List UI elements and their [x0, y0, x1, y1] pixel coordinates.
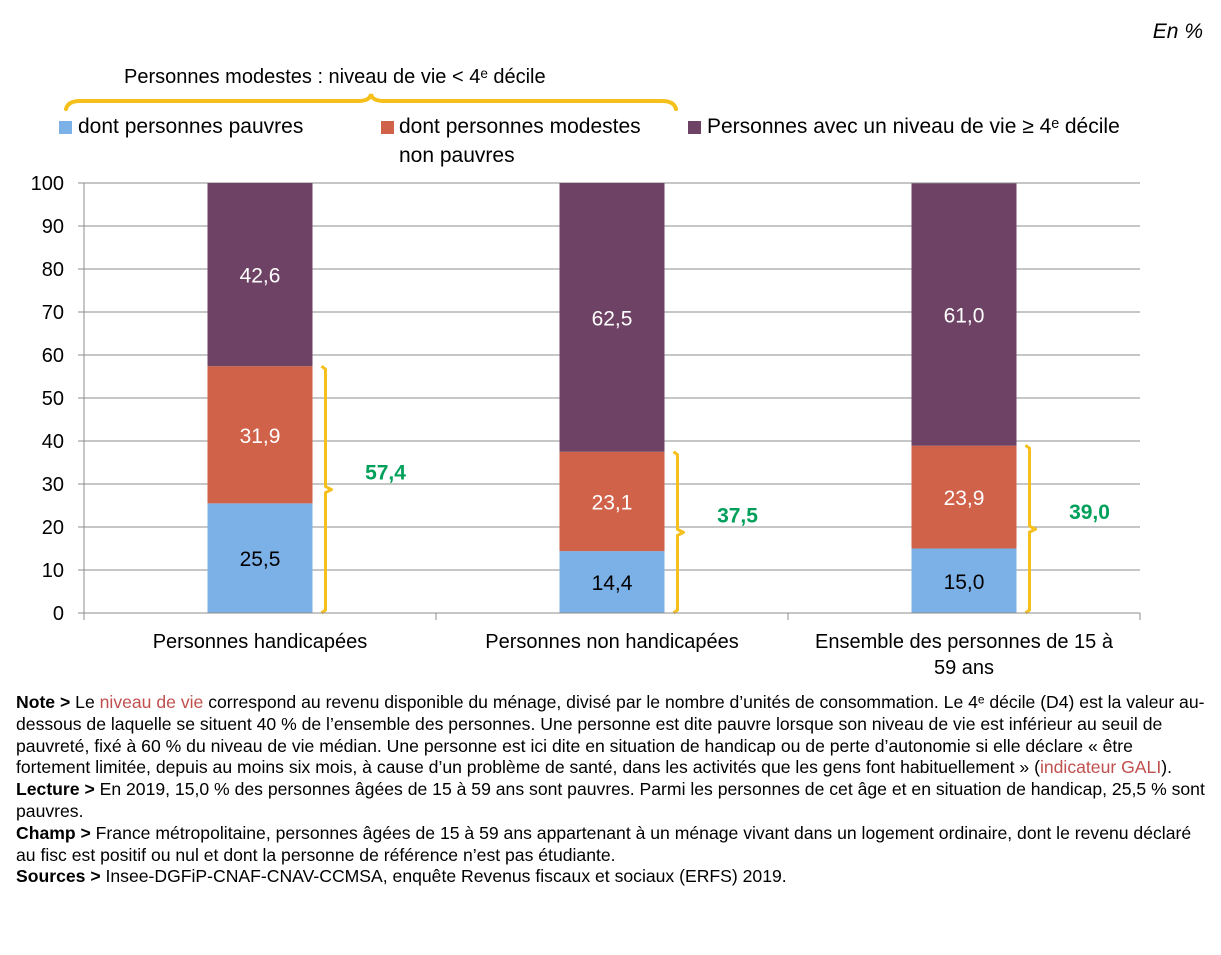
x-category-label: Personnes handicapées [153, 631, 368, 653]
note-text: Insee-DGFiP-CNAF-CNAV-CCMSA, enquête Rev… [100, 866, 787, 887]
bar-segment-modest [911, 445, 1017, 549]
note-link-text[interactable]: niveau de vie [99, 692, 204, 712]
x-category-label: Ensemble des personnes de 15 à 59 ans [815, 631, 1114, 679]
y-tick-label: 40 [42, 431, 64, 453]
legend-swatch-modest [381, 121, 394, 134]
value-label-poor: 14,4 [592, 572, 633, 595]
note-paragraph: Lecture > En 2019, 15,0 % des personnes … [16, 779, 1206, 823]
value-label-poor: 25,5 [240, 548, 281, 571]
y-tick-label: 0 [53, 603, 64, 625]
value-label-above-d4: 61,0 [944, 305, 985, 328]
note-key: Note > [16, 692, 71, 712]
legend-item-modest: dont personnes modestes non pauvres [399, 115, 641, 167]
y-tick-label: 50 [42, 388, 64, 410]
value-label-modest: 23,9 [944, 487, 985, 510]
bar-segment-modest [559, 451, 665, 552]
bar-segment-above-d4 [559, 183, 665, 452]
bar-segment-above-d4 [207, 183, 313, 367]
modest-total-bracket [1024, 444, 1037, 615]
note-paragraph: Champ > France métropolitaine, personnes… [16, 823, 1206, 867]
value-label-above-d4: 62,5 [592, 307, 633, 330]
modest-total-label: 37,5 [717, 504, 758, 527]
modest-group-label: Personnes modestes : niveau de vie < 4ᵉ … [124, 66, 546, 88]
bar-segment-above-d4 [911, 183, 1017, 446]
bar-segment-poor [207, 503, 313, 613]
y-axis: 0 10 20 30 40 50 60 70 80 90 100 [31, 173, 85, 625]
modest-total-bracket [672, 450, 685, 615]
value-label-poor: 15,0 [944, 571, 985, 594]
note-key: Sources > [16, 866, 101, 887]
value-label-modest: 31,9 [240, 425, 281, 448]
y-tick-label: 60 [42, 345, 64, 367]
y-tick-label: 70 [42, 302, 64, 324]
note-text: ). [1161, 757, 1172, 778]
note-key: Lecture > [16, 779, 95, 800]
y-tick-label: 20 [42, 517, 64, 539]
bars: 25,5 31,9 42,6 57,4 14,4 23,1 62,5 37,5 15,0 23,9… [207, 183, 1110, 615]
note-link-text[interactable]: indicateur GALI [1039, 757, 1162, 778]
value-label-modest: 23,1 [592, 491, 633, 514]
legend-group-brace [64, 93, 678, 111]
note-text: correspond au revenu disponible du ménag… [16, 692, 1205, 778]
x-category-label: Personnes non handicapées [485, 631, 739, 653]
y-tick-label: 30 [42, 474, 64, 496]
y-tick-label: 100 [31, 173, 64, 195]
note-paragraph: Note > Le niveau de vie correspond au re… [16, 692, 1206, 779]
legend-item-above-d4: Personnes avec un niveau de vie ≥ 4ᵉ déc… [707, 115, 1120, 138]
modest-total-bracket [320, 364, 333, 615]
note-text: Le [70, 692, 100, 712]
y-tick-label: 10 [42, 560, 64, 582]
legend-swatch-poor [59, 121, 72, 134]
notes: Note > Le niveau de vie correspond au re… [16, 692, 1206, 888]
note-key: Champ > [16, 822, 91, 843]
note-text: France métropolitaine, personnes âgées d… [16, 822, 1192, 865]
modest-total-label: 39,0 [1069, 501, 1110, 524]
legend-swatch-above-d4 [688, 121, 701, 134]
y-tick-label: 80 [42, 259, 64, 281]
value-label-above-d4: 42,6 [240, 265, 281, 288]
x-axis: Personnes handicapées Personnes non handi… [83, 612, 1141, 679]
note-text: En 2019, 15,0 % des personnes âgées de 1… [16, 779, 1205, 821]
bar-segment-modest [207, 366, 313, 504]
note-paragraph: Sources > Insee-DGFiP-CNAF-CNAV-CCMSA, e… [16, 866, 1206, 888]
bar-segment-poor [911, 548, 1017, 613]
unit-label: En % [1152, 20, 1203, 43]
modest-total-label: 57,4 [365, 462, 406, 485]
stacked-bar-chart: 0 10 20 30 40 50 60 70 80 90 100 25,5 31,9 42,6 57,4 1… [31, 93, 1141, 679]
y-tick-label: 90 [42, 216, 64, 238]
legend-item-poor: dont personnes pauvres [78, 115, 304, 138]
bar-segment-poor [559, 551, 665, 613]
